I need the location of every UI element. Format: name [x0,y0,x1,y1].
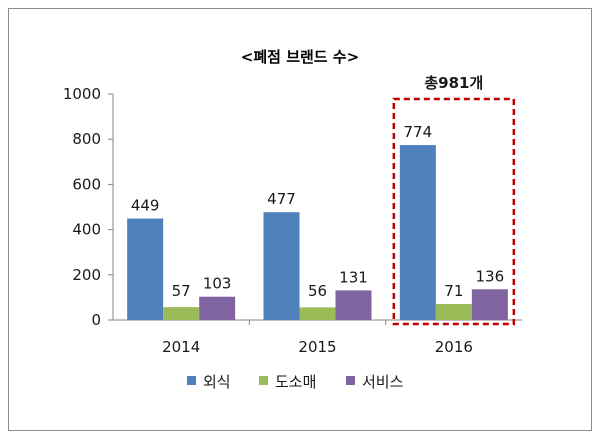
bar [127,218,164,320]
legend-swatch [346,376,355,385]
y-tick-label: 600 [72,175,101,193]
legend-label: 서비스 [362,373,404,391]
legend-swatch [187,376,196,385]
bars [127,145,508,320]
legend-label: 외식 [203,373,231,391]
legend-label: 도소매 [275,373,316,391]
legend-swatch [259,376,268,385]
bar [335,290,372,320]
chart-title: <폐점 브랜드 수> [241,48,359,66]
x-tick-label: 2015 [298,338,336,356]
x-tick-label: 2016 [435,338,473,356]
highlight-box: 총981개 [392,74,516,326]
y-tick-label: 200 [72,266,101,284]
legend: 외식 도소매 서비스 [187,373,404,391]
highlight-label: 총981개 [424,74,483,92]
data-label: 131 [339,268,368,286]
bar [299,307,336,320]
highlight-rect [392,97,516,326]
bar [263,212,300,320]
data-label: 56 [308,282,327,300]
y-axis: 0 200 400 600 800 1000 [63,85,114,329]
x-axis: 2014 2015 2016 [113,319,522,356]
data-label: 449 [131,197,160,215]
bar [163,307,200,320]
bar [471,289,508,320]
data-label: 57 [172,282,191,300]
bar [399,145,436,320]
y-tick-label: 0 [91,311,101,329]
data-label: 71 [444,282,463,300]
data-label: 136 [476,267,505,285]
bar [199,296,236,320]
y-tick-label: 400 [72,221,101,239]
data-label: 103 [203,275,232,293]
y-tick-label: 800 [72,130,101,148]
data-label: 477 [267,190,296,208]
bar [435,303,472,320]
x-tick-label: 2014 [162,338,200,356]
data-labels: 449 57 103 477 56 131 774 71 136 [131,123,504,300]
y-tick-label: 1000 [63,85,101,103]
chart-frame [8,8,592,431]
data-label: 774 [404,123,433,141]
